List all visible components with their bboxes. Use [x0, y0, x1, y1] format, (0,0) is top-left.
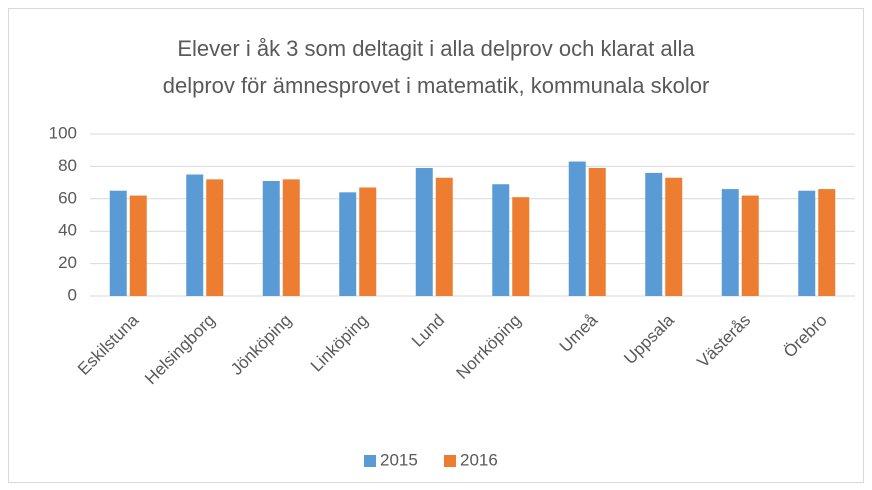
bar — [206, 179, 224, 296]
y-tick-label: 80 — [58, 156, 77, 175]
y-tick-label: 100 — [49, 123, 77, 142]
bar — [339, 192, 357, 296]
legend-swatch — [444, 455, 456, 467]
bar — [359, 187, 377, 296]
chart-title: Elever i åk 3 som deltagit i alla delpro… — [177, 36, 695, 61]
bar — [109, 190, 127, 296]
bar — [492, 184, 510, 296]
bar — [262, 180, 280, 296]
bar — [186, 174, 204, 296]
bar — [435, 177, 453, 296]
bar — [282, 179, 300, 296]
bar — [129, 195, 147, 296]
bar — [568, 161, 586, 296]
legend-swatch — [364, 455, 376, 467]
bar — [665, 177, 683, 296]
legend-label: 2015 — [380, 450, 418, 469]
bar — [588, 168, 606, 296]
bar — [415, 168, 433, 296]
y-tick-label: 60 — [58, 188, 77, 207]
y-tick-label: 40 — [58, 221, 77, 240]
bar — [798, 190, 816, 296]
bar — [512, 197, 530, 296]
bar — [818, 189, 836, 296]
bar — [741, 195, 759, 296]
bar — [645, 172, 663, 296]
legend-label: 2016 — [460, 450, 498, 469]
y-tick-label: 0 — [68, 285, 77, 304]
chart-title: delprov för ämnesprovet i matematik, kom… — [163, 73, 710, 98]
bar — [721, 189, 739, 296]
y-tick-label: 20 — [58, 253, 77, 272]
